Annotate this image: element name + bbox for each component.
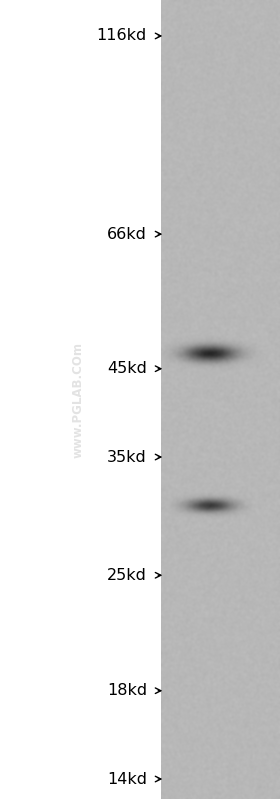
Text: 66kd: 66kd [107,227,147,241]
Text: www.PGLAB.COm: www.PGLAB.COm [72,341,85,458]
Text: 14kd: 14kd [107,772,147,786]
Text: 116kd: 116kd [97,29,147,43]
Text: 35kd: 35kd [107,450,147,464]
Text: 18kd: 18kd [107,683,147,698]
Text: 45kd: 45kd [107,361,147,376]
Text: 25kd: 25kd [107,568,147,582]
